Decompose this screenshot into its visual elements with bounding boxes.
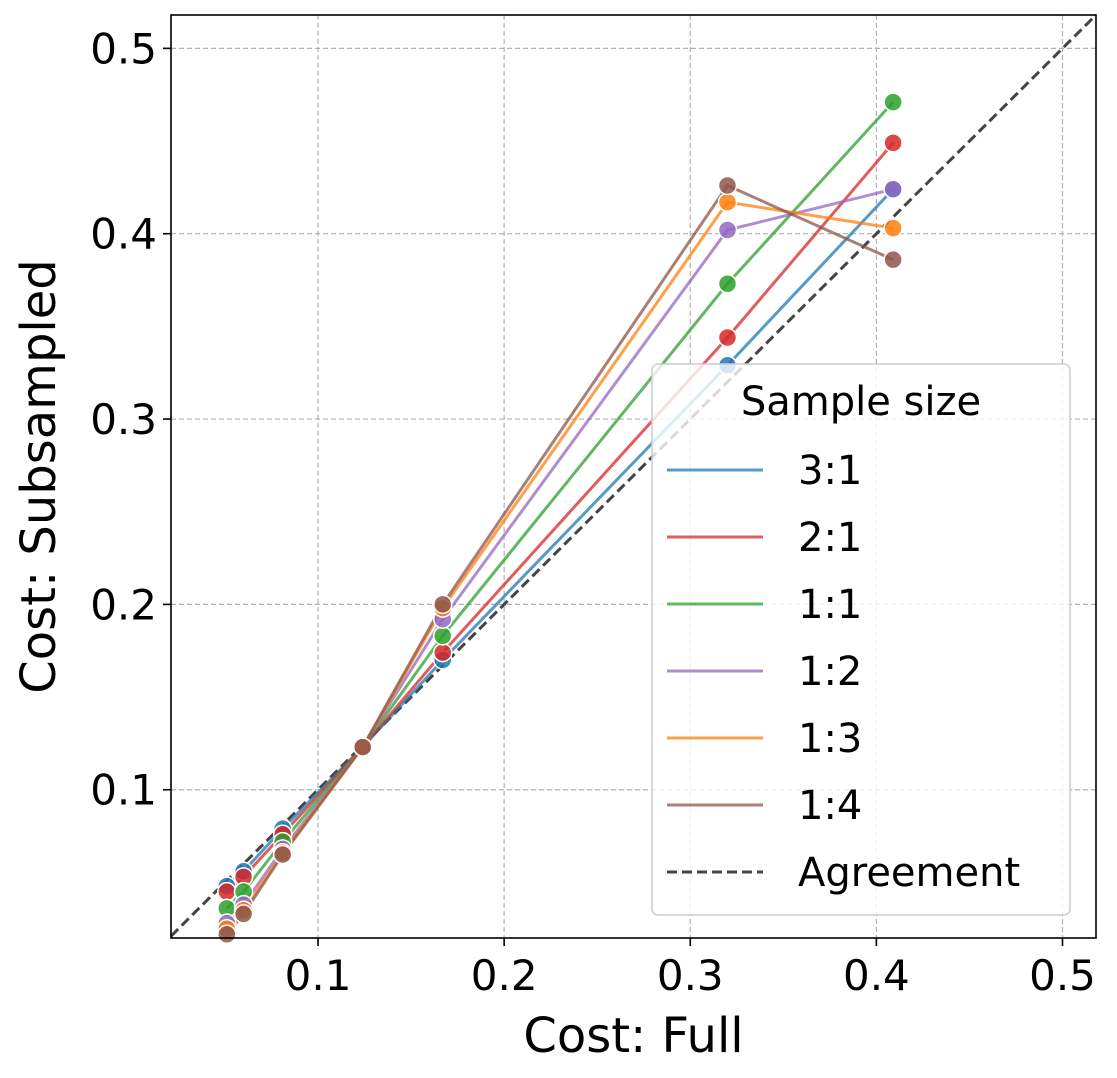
data-point	[233, 904, 254, 924]
data-point	[432, 626, 453, 646]
agreement-line	[169, 13, 1098, 938]
series-layer	[217, 92, 903, 945]
plot-frame	[170, 14, 1097, 939]
y-axis-ticks: 0.1 0.2 0.3 0.4 0.5	[90, 24, 171, 815]
y-tick-label: 0.3	[90, 395, 157, 444]
data-point	[717, 273, 738, 294]
data-point	[883, 92, 903, 112]
data-point	[432, 594, 453, 615]
agreement-line-layer	[169, 13, 1098, 938]
data-point	[717, 327, 738, 348]
legend-entry-label: 1:1	[798, 582, 862, 628]
data-point	[217, 881, 237, 902]
y-tick-label: 0.4	[90, 210, 157, 259]
data-point	[717, 220, 738, 240]
y-tick-label: 0.5	[90, 24, 157, 73]
data-point	[352, 737, 373, 757]
data-point	[717, 175, 738, 196]
legend-entry-label: 3:1	[798, 448, 862, 494]
data-point	[883, 179, 903, 199]
x-tick-label: 0.1	[285, 951, 352, 1000]
x-axis-ticks: 0.1 0.2 0.3 0.4 0.5	[285, 938, 1096, 1000]
data-point	[217, 924, 237, 945]
legend-entry-label: 1:4	[798, 783, 862, 829]
y-tick-label: 0.2	[90, 580, 157, 629]
x-axis-label: Cost: Full	[523, 1008, 743, 1064]
data-point	[883, 249, 903, 270]
y-axis-label: Cost: Subsampled	[11, 259, 67, 693]
legend-entry-label: 1:3	[798, 716, 862, 762]
series-points-1-4	[217, 175, 903, 945]
legend-entry-label: 1:2	[798, 649, 862, 695]
y-tick-label: 0.1	[90, 766, 157, 815]
x-tick-label: 0.3	[657, 951, 724, 1000]
legend-entry-label: 2:1	[798, 515, 862, 561]
x-tick-label: 0.4	[843, 951, 910, 1000]
data-point	[717, 192, 738, 212]
legend: Sample size 3:1 2:1 1:1 1:2 1:3 1:4 Agreement	[651, 363, 1071, 916]
data-point	[272, 844, 293, 865]
legend-box	[651, 363, 1071, 916]
data-point	[432, 642, 453, 663]
x-tick-label: 0.5	[1029, 951, 1096, 1000]
data-point	[883, 133, 903, 153]
data-point	[883, 218, 903, 238]
x-tick-label: 0.2	[471, 951, 538, 1000]
legend-title: Sample size	[741, 379, 981, 425]
legend-entry-agreement: Agreement	[798, 850, 1020, 896]
